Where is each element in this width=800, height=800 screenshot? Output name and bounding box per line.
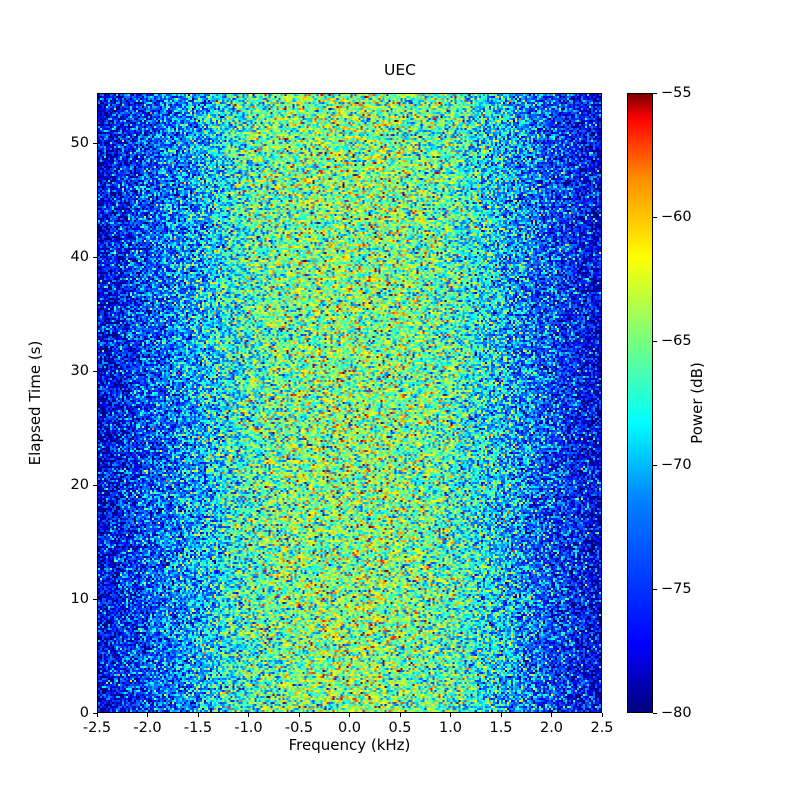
x-tick-mark xyxy=(349,713,350,717)
y-tick-mark xyxy=(93,256,97,258)
x-tick-mark xyxy=(450,713,451,717)
x-tick-mark xyxy=(551,713,552,717)
colorbar-tick-label: −65 xyxy=(661,333,692,349)
x-tick-label: -2.0 xyxy=(133,720,162,736)
colorbar-label-wrap: Power (dB) xyxy=(688,362,726,444)
y-tick-label: 10 xyxy=(70,591,89,608)
y-tick-mark xyxy=(93,142,97,144)
x-tick-label: 0.0 xyxy=(337,720,362,736)
colorbar-tick-label: −75 xyxy=(661,581,692,597)
title-line-station: UEC xyxy=(384,61,416,80)
x-tick-label: 1.5 xyxy=(489,720,513,736)
x-tick-mark xyxy=(500,713,502,717)
x-tick-label: -0.5 xyxy=(284,720,314,736)
x-tick-label: 2.0 xyxy=(539,720,564,736)
spectrogram-axes xyxy=(97,93,602,713)
y-tick-label: 40 xyxy=(70,249,89,266)
x-tick-label: -2.5 xyxy=(82,720,112,736)
x-axis-label: Frequency (kHz) xyxy=(288,736,411,754)
y-tick-mark xyxy=(93,484,97,486)
y-axis-label: Elapsed Time (s) xyxy=(26,340,44,466)
x-tick-mark xyxy=(399,713,401,717)
colorbar-tick-mark xyxy=(653,92,657,94)
colorbar-tick-label: −55 xyxy=(661,85,692,101)
y-tick-mark xyxy=(93,370,97,372)
x-tick-mark xyxy=(197,713,199,717)
colorbar-tick-mark xyxy=(653,464,657,466)
x-tick-mark xyxy=(96,713,98,717)
colorbar xyxy=(627,93,653,713)
y-tick-label: 50 xyxy=(70,135,89,152)
spectrogram-heatmap xyxy=(98,94,601,712)
y-tick-label: 0 xyxy=(79,705,89,721)
colorbar-tick-label: −70 xyxy=(661,457,692,473)
x-tick-label: 1.0 xyxy=(438,720,463,736)
y-tick-label: 20 xyxy=(70,477,89,494)
x-tick-mark xyxy=(147,713,148,717)
colorbar-tick-mark xyxy=(653,588,657,590)
colorbar-tick-mark xyxy=(653,712,657,714)
x-tick-label: 0.5 xyxy=(388,720,412,736)
x-tick-mark xyxy=(601,713,603,717)
colorbar-tick-label: −80 xyxy=(661,705,692,721)
colorbar-label: Power (dB) xyxy=(688,362,706,444)
x-tick-label: -1.0 xyxy=(234,720,263,736)
colorbar-tick-mark xyxy=(653,216,657,218)
y-tick-mark xyxy=(93,712,97,714)
y-axis-label-wrap: Elapsed Time (s) xyxy=(26,341,64,466)
y-tick-mark xyxy=(93,598,97,600)
y-tick-label: 30 xyxy=(70,363,89,380)
colorbar-tick-mark xyxy=(653,340,657,342)
x-tick-mark xyxy=(298,713,300,717)
colorbar-tick-label: −60 xyxy=(661,209,692,225)
x-tick-label: -1.5 xyxy=(183,720,213,736)
x-tick-mark xyxy=(248,713,249,717)
x-tick-label: 2.5 xyxy=(590,720,614,736)
